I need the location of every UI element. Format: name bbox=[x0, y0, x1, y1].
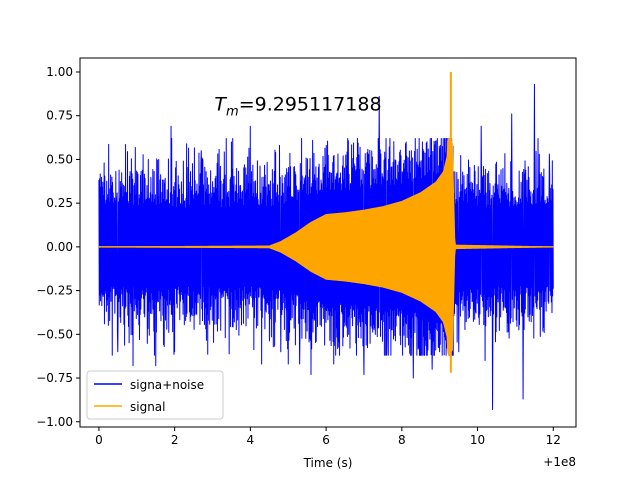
y-tick-label: 0.00 bbox=[46, 240, 73, 254]
x-tick-label: 0 bbox=[95, 433, 103, 447]
x-tick-label: 6 bbox=[322, 433, 330, 447]
x-tick-label: 8 bbox=[398, 433, 406, 447]
y-tick-label: 1.00 bbox=[46, 65, 73, 79]
annotation-value: =9.295117188 bbox=[239, 93, 382, 115]
x-tick-label: 2 bbox=[171, 433, 179, 447]
y-tick-label: −1.00 bbox=[36, 415, 73, 429]
legend-label-signal: signal bbox=[130, 400, 166, 414]
legend-label-signa-noise: signa+noise bbox=[130, 378, 204, 392]
x-tick-label: 12 bbox=[546, 433, 561, 447]
axes-frame bbox=[79, 57, 577, 428]
annotation-symbol: T bbox=[214, 93, 227, 115]
x-tick-label: 10 bbox=[470, 433, 485, 447]
y-axis: −1.00 −0.75 −0.50 −0.25 0.00 0.25 0.50 0.75 1.00 bbox=[36, 65, 80, 429]
x-axis-label: Time (s) bbox=[303, 456, 353, 470]
y-tick-label: 0.50 bbox=[46, 152, 73, 166]
y-tick-label: −0.50 bbox=[36, 327, 73, 341]
x-axis-offset-label: +1e8 bbox=[543, 455, 576, 469]
series-signal bbox=[98, 71, 554, 373]
y-tick-label: 0.75 bbox=[46, 109, 73, 123]
legend-box bbox=[86, 370, 224, 420]
y-tick-label: −0.75 bbox=[36, 371, 73, 385]
legend: signa+noise signal bbox=[86, 370, 224, 420]
x-tick-label: 4 bbox=[247, 433, 255, 447]
x-axis: 0 2 4 6 8 10 12 bbox=[95, 427, 561, 447]
plot-area bbox=[98, 71, 554, 411]
y-tick-label: 0.25 bbox=[46, 196, 73, 210]
y-tick-label: −0.25 bbox=[36, 284, 73, 298]
annotation-tm: Tm=9.295117188 bbox=[214, 93, 381, 119]
annotation-subscript: m bbox=[226, 104, 239, 119]
